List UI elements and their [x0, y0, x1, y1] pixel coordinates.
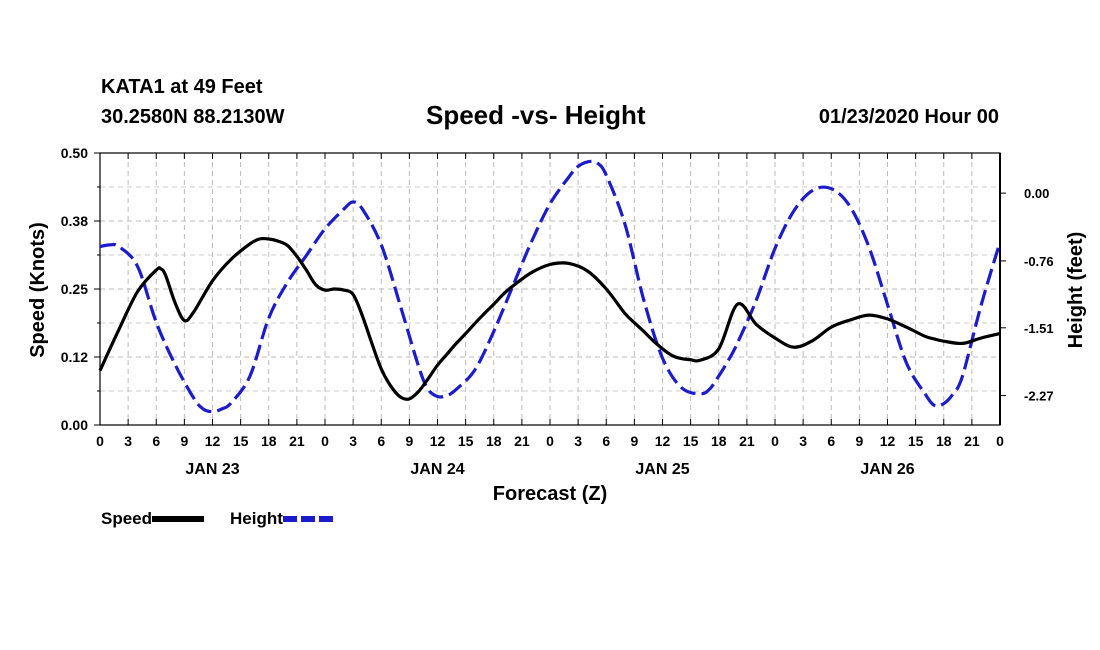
- legend-speed-swatch: [152, 516, 205, 522]
- x-tick-label: 21: [289, 433, 305, 449]
- legend-speed: Speed: [101, 509, 205, 529]
- x-tick-label: 15: [908, 433, 924, 449]
- axis-labels: 0 3 6 9 12 15 18 21 0 3 6 9 12 15 18 21 0 3 6 9 12 15 18 21 0 3 6 9…: [61, 145, 1054, 478]
- x-tick-label: 12: [880, 433, 896, 449]
- x-tick-label: 21: [964, 433, 980, 449]
- legend-height: Height: [230, 509, 335, 529]
- x-tick-label: 15: [683, 433, 699, 449]
- right-tick-label: 0.00: [1024, 186, 1049, 201]
- x-day-label: JAN 23: [185, 461, 239, 478]
- x-tick-label: 9: [405, 433, 413, 449]
- x-tick-label: 0: [546, 433, 554, 449]
- x-tick-label: 12: [430, 433, 446, 449]
- legend-height-swatch: [282, 516, 335, 522]
- x-tick-label: 18: [711, 433, 727, 449]
- x-tick-label: 15: [233, 433, 249, 449]
- x-tick-label: 0: [771, 433, 779, 449]
- x-tick-label: 6: [827, 433, 835, 449]
- axis-ticks: [94, 152, 1006, 426]
- left-tick-label: 0.38: [61, 213, 88, 229]
- series-line-speed: [98, 236, 1001, 401]
- x-tick-label: 18: [936, 433, 952, 449]
- left-axis-title: Speed (Knots): [27, 222, 49, 358]
- left-tick-label: 0.12: [61, 349, 88, 365]
- x-tick-label: 12: [655, 433, 671, 449]
- x-day-label: JAN 24: [410, 461, 464, 478]
- x-tick-label: 6: [152, 433, 160, 449]
- forecast-datetime: 01/23/2020 Hour 00: [818, 106, 999, 128]
- x-tick-label: 21: [514, 433, 530, 449]
- x-tick-label: 9: [180, 433, 188, 449]
- x-tick-label: 12: [205, 433, 221, 449]
- right-tick-label: -2.27: [1024, 389, 1054, 404]
- series-lines: [98, 159, 1002, 414]
- x-tick-label: 9: [855, 433, 863, 449]
- left-tick-label: 0.00: [61, 417, 88, 433]
- latlon-label: 30.2580N 88.2130W: [101, 106, 285, 128]
- x-tick-label: 3: [799, 433, 807, 449]
- right-axis-title: Height (feet): [1065, 232, 1087, 349]
- x-day-label: JAN 25: [635, 461, 689, 478]
- x-tick-label: 0: [96, 433, 104, 449]
- x-tick-label: 18: [261, 433, 277, 449]
- x-tick-label: 6: [602, 433, 610, 449]
- chart-title: Speed -vs- Height: [426, 100, 646, 130]
- x-tick-label: 6: [377, 433, 385, 449]
- right-tick-label: -0.76: [1024, 254, 1054, 269]
- x-tick-label: 0: [996, 433, 1004, 449]
- right-tick-label: -1.51: [1024, 321, 1054, 336]
- x-tick-label: 18: [486, 433, 502, 449]
- x-tick-label: 3: [124, 433, 132, 449]
- x-axis-title: Forecast (Z): [493, 483, 607, 505]
- grid-lines: [100, 153, 1000, 425]
- left-tick-label: 0.25: [61, 281, 88, 297]
- station-label: KATA1 at 49 Feet: [101, 76, 263, 98]
- x-tick-label: 0: [321, 433, 329, 449]
- x-tick-label: 3: [574, 433, 582, 449]
- x-tick-label: 21: [739, 433, 755, 449]
- legend-height-label: Height: [230, 509, 283, 528]
- left-tick-label: 0.50: [61, 145, 88, 161]
- legend-speed-label: Speed: [101, 509, 153, 528]
- x-tick-label: 15: [458, 433, 474, 449]
- x-tick-label: 9: [630, 433, 638, 449]
- x-tick-label: 3: [349, 433, 357, 449]
- x-day-label: JAN 26: [860, 461, 914, 478]
